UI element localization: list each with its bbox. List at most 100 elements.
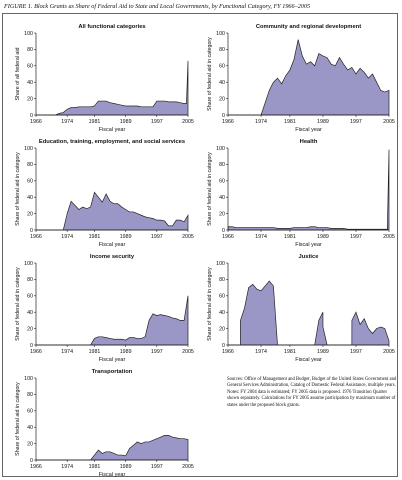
- y-tick-label: 20: [27, 96, 33, 102]
- x-axis-label: Fiscal year: [295, 242, 322, 248]
- x-tick-label: 1989: [120, 234, 132, 240]
- area-series: [36, 435, 189, 461]
- chart-title: Income security: [90, 254, 135, 260]
- y-tick-label: 100: [24, 31, 33, 37]
- figure-frame: [2, 13, 398, 477]
- x-tick-label: 1981: [284, 234, 296, 240]
- y-tick-label: 80: [219, 162, 225, 168]
- x-tick-label: 1997: [151, 464, 163, 470]
- y-axis-label: Share of federal aid in category: [207, 267, 213, 341]
- chart-panel-5: 0 20 40 60 80 100 1966 1974 1981 1989 1997 2005 Inco…: [15, 254, 194, 363]
- x-tick-label: 1997: [151, 349, 163, 355]
- x-axis-label: Fiscal year: [99, 127, 126, 133]
- x-tick-label: 2005: [383, 349, 395, 355]
- y-axis-label: Share of federal aid in category: [207, 152, 213, 226]
- area-series: [227, 149, 390, 231]
- y-tick-label: 80: [219, 47, 225, 53]
- x-tick-label: 1997: [151, 234, 163, 240]
- y-tick-label: 60: [27, 179, 33, 185]
- y-tick-label: 0: [30, 228, 33, 234]
- x-tick-label: 1966: [222, 349, 234, 355]
- y-tick-label: 40: [27, 425, 33, 431]
- area-series: [36, 60, 189, 116]
- y-tick-label: 40: [219, 310, 225, 316]
- chart-panel-7: 0 20 40 60 80 100 1966 1974 1981 1989 1997 2005 Tran…: [15, 369, 194, 478]
- area-series: [228, 39, 390, 116]
- x-tick-label: 2005: [182, 349, 194, 355]
- chart-panel-6: 0 20 40 60 80 100 1966 1974 1981 1989 1997 2005 Just…: [207, 254, 395, 363]
- x-tick-label: 1989: [120, 119, 132, 125]
- y-tick-label: 0: [222, 113, 225, 119]
- y-tick-label: 40: [27, 195, 33, 201]
- y-tick-label: 60: [27, 64, 33, 70]
- y-tick-label: 60: [219, 179, 225, 185]
- x-tick-label: 1966: [30, 234, 42, 240]
- x-tick-label: 1974: [61, 464, 73, 470]
- y-tick-label: 20: [27, 441, 33, 447]
- x-tick-label: 2005: [182, 119, 194, 125]
- x-tick-label: 1974: [255, 119, 267, 125]
- y-axis-label: Share of federal aid in category: [207, 37, 213, 111]
- y-tick-label: 60: [219, 294, 225, 300]
- chart-title: Justice: [299, 254, 320, 260]
- x-tick-label: 1997: [350, 234, 362, 240]
- chart-panel-3: 0 20 40 60 80 100 1966 1974 1981 1989 1997 2005 Educ…: [15, 139, 194, 248]
- x-tick-label: 1997: [151, 119, 163, 125]
- x-tick-label: 1989: [120, 464, 132, 470]
- area-series: [36, 295, 189, 346]
- x-tick-label: 1974: [61, 349, 73, 355]
- source-note: Sources: Office of Management and Budget…: [227, 377, 397, 408]
- chart-title: Health: [300, 139, 318, 145]
- x-tick-label: 1981: [89, 119, 101, 125]
- x-tick-label: 1974: [61, 234, 73, 240]
- x-tick-label: 1989: [120, 349, 132, 355]
- y-tick-label: 0: [222, 228, 225, 234]
- x-tick-label: 1966: [30, 119, 42, 125]
- y-tick-label: 100: [24, 146, 33, 152]
- figure-title: FIGURE 1. Block Grants as Share of Feder…: [4, 3, 311, 10]
- x-tick-label: 2005: [383, 119, 395, 125]
- x-tick-label: 1974: [61, 119, 73, 125]
- x-tick-label: 1981: [89, 464, 101, 470]
- chart-panel-4: 0 20 40 60 80 100 1966 1974 1981 1989 1997 2005 Heal…: [207, 139, 395, 248]
- x-tick-label: 1989: [317, 349, 329, 355]
- y-tick-label: 0: [222, 343, 225, 349]
- chart-title: Transportation: [92, 369, 133, 375]
- x-tick-label: 1989: [317, 234, 329, 240]
- x-axis-label: Fiscal year: [99, 472, 126, 478]
- y-tick-label: 40: [219, 195, 225, 201]
- x-axis-label: Fiscal year: [99, 357, 126, 363]
- x-tick-label: 1997: [350, 119, 362, 125]
- y-tick-label: 100: [216, 31, 225, 37]
- x-tick-label: 2005: [182, 464, 194, 470]
- x-tick-label: 1997: [350, 349, 362, 355]
- y-tick-label: 80: [27, 277, 33, 283]
- chart-title: Education, training, employment, and soc…: [39, 139, 185, 145]
- x-tick-label: 2005: [383, 234, 395, 240]
- y-tick-label: 0: [30, 458, 33, 464]
- x-axis-label: Fiscal year: [295, 357, 322, 363]
- y-axis-label: Share of federal aid in category: [15, 267, 21, 341]
- y-tick-label: 100: [24, 261, 33, 267]
- x-tick-label: 1966: [30, 349, 42, 355]
- y-axis-label: Share of federal aid in category: [15, 152, 21, 226]
- x-tick-label: 1981: [89, 234, 101, 240]
- y-tick-label: 20: [219, 96, 225, 102]
- x-axis-label: Fiscal year: [295, 127, 322, 133]
- y-tick-label: 60: [219, 64, 225, 70]
- y-tick-label: 80: [27, 162, 33, 168]
- x-tick-label: 1966: [222, 119, 234, 125]
- chart-panel-2: 0 20 40 60 80 100 1966 1974 1981 1989 1997 2005 Comm…: [207, 24, 395, 133]
- x-tick-label: 1974: [255, 349, 267, 355]
- y-tick-label: 60: [27, 294, 33, 300]
- x-tick-label: 1989: [317, 119, 329, 125]
- x-tick-label: 1981: [284, 119, 296, 125]
- y-tick-label: 80: [27, 47, 33, 53]
- x-axis-label: Fiscal year: [99, 242, 126, 248]
- y-tick-label: 100: [24, 376, 33, 382]
- chart-panel-1: 0 20 40 60 80 100 1966 1974 1981 1989 1997 2005 All …: [15, 24, 194, 133]
- y-tick-label: 80: [219, 277, 225, 283]
- x-tick-label: 2005: [182, 234, 194, 240]
